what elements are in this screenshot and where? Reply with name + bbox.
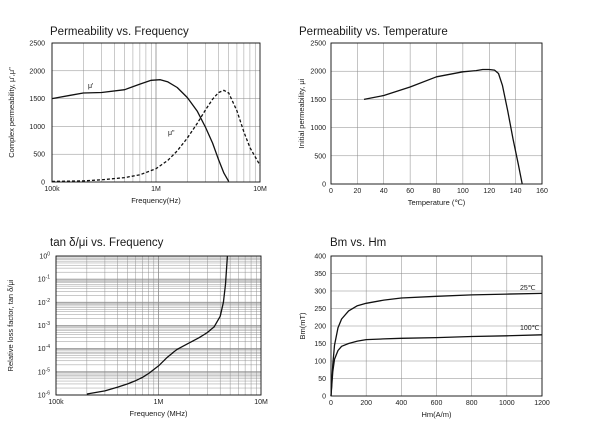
series-line-2 bbox=[330, 334, 543, 397]
y-axis-label: Complex permeability, μ',μ" bbox=[7, 67, 16, 158]
chart-panel-3: tan δ/μi vs. Frequency 100k 1M 10M 100 10-1 10… bbox=[6, 237, 268, 418]
x-axis-label: Hm(A/m) bbox=[422, 410, 452, 419]
y-tick-label: 400 bbox=[314, 254, 326, 261]
x-axis-label: Frequency(Hz) bbox=[131, 196, 181, 205]
y-axis-label: Bm(mT) bbox=[298, 312, 307, 340]
y-tick-label: 1000 bbox=[310, 125, 326, 132]
x-tick-label: 1M bbox=[154, 399, 164, 406]
chart-panel-2: Permeability vs. Temperature 0 20 40 60 80 100… bbox=[297, 26, 548, 207]
y-tick-label: 1500 bbox=[29, 96, 45, 103]
x-tick-label: 10M bbox=[253, 186, 267, 193]
y-tick-label: 10-3 bbox=[38, 321, 50, 330]
chart-title: Permeability vs. Frequency bbox=[50, 26, 189, 38]
y-tick-label: 500 bbox=[33, 152, 45, 159]
x-tick-label: 60 bbox=[406, 188, 414, 195]
plot-frame bbox=[55, 255, 262, 396]
x-tick-label: 600 bbox=[431, 400, 443, 407]
x-tick-label: 800 bbox=[466, 400, 478, 407]
y-axis-label: Initial permeability, μi bbox=[297, 78, 306, 148]
y-tick-label: 0 bbox=[41, 180, 45, 187]
series-label: 100℃ bbox=[520, 325, 540, 332]
series-line-1 bbox=[51, 79, 230, 182]
grid-lines bbox=[51, 42, 260, 183]
x-tick-label: 0 bbox=[329, 400, 333, 407]
series-line-1 bbox=[86, 255, 229, 395]
x-tick-label: 400 bbox=[395, 400, 407, 407]
y-tick-label: 0 bbox=[322, 394, 326, 401]
y-tick-label: 2500 bbox=[310, 41, 326, 48]
y-tick-label: 2000 bbox=[29, 68, 45, 75]
y-tick-label: 250 bbox=[314, 306, 326, 313]
x-tick-label: 40 bbox=[380, 188, 388, 195]
x-tick-label: 0 bbox=[329, 188, 333, 195]
chart-panel-4: Bm vs. Hm 0 200 400 600 800 1000 1200 0 50 100 150 2… bbox=[298, 237, 550, 419]
grid-lines bbox=[330, 255, 543, 397]
y-tick-label: 1000 bbox=[29, 124, 45, 131]
plot-frame bbox=[330, 255, 543, 397]
y-tick-label: 1500 bbox=[310, 97, 326, 104]
y-tick-label: 100 bbox=[39, 252, 50, 261]
series-line-2 bbox=[51, 89, 261, 183]
y-tick-label: 100 bbox=[314, 359, 326, 366]
series-label: μ' bbox=[88, 83, 93, 90]
y-tick-label: 300 bbox=[314, 289, 326, 296]
chart-title: Bm vs. Hm bbox=[330, 237, 386, 249]
y-tick-label: 200 bbox=[314, 324, 326, 331]
x-tick-label: 80 bbox=[433, 188, 441, 195]
x-tick-label: 160 bbox=[536, 188, 548, 195]
x-tick-label: 1200 bbox=[534, 400, 550, 407]
series-line-1 bbox=[363, 68, 523, 185]
y-tick-label: 350 bbox=[314, 271, 326, 278]
y-tick-label: 2000 bbox=[310, 69, 326, 76]
grid-lines bbox=[55, 256, 261, 396]
series-line-1 bbox=[330, 292, 543, 397]
y-tick-label: 2500 bbox=[29, 41, 45, 48]
x-tick-label: 10M bbox=[254, 399, 268, 406]
y-tick-label: 500 bbox=[314, 153, 326, 160]
x-tick-label: 200 bbox=[360, 400, 372, 407]
x-axis-label: Temperature (℃) bbox=[408, 198, 466, 207]
chart-panel-1: Permeability vs. Frequency 100k 1M 10M 0 500 1… bbox=[7, 26, 267, 205]
y-tick-label: 10-2 bbox=[38, 298, 50, 307]
x-tick-label: 100k bbox=[44, 186, 60, 193]
x-axis-label: Frequency (MHz) bbox=[130, 409, 188, 418]
series-label: μ" bbox=[168, 130, 175, 137]
grid-lines bbox=[330, 42, 543, 185]
y-tick-label: 50 bbox=[318, 376, 326, 383]
x-tick-label: 120 bbox=[483, 188, 495, 195]
x-tick-label: 100 bbox=[457, 188, 469, 195]
x-tick-label: 20 bbox=[353, 188, 361, 195]
x-tick-label: 1M bbox=[151, 186, 161, 193]
y-tick-label: 10-6 bbox=[38, 391, 50, 400]
chart-title: tan δ/μi vs. Frequency bbox=[50, 237, 164, 249]
y-tick-label: 0 bbox=[322, 182, 326, 189]
plot-frame bbox=[51, 42, 261, 183]
series-label: 25℃ bbox=[520, 285, 536, 292]
plot-frame bbox=[330, 42, 543, 185]
y-tick-label: 10-1 bbox=[38, 275, 50, 284]
y-tick-label: 10-4 bbox=[38, 344, 50, 353]
y-tick-label: 10-5 bbox=[38, 367, 50, 376]
chart-title: Permeability vs. Temperature bbox=[299, 26, 448, 38]
x-tick-label: 100k bbox=[48, 399, 64, 406]
y-tick-label: 150 bbox=[314, 341, 326, 348]
y-axis-label: Relative loss factor, tan δ/μi bbox=[6, 279, 15, 371]
x-tick-label: 1000 bbox=[499, 400, 515, 407]
x-tick-label: 140 bbox=[510, 188, 522, 195]
